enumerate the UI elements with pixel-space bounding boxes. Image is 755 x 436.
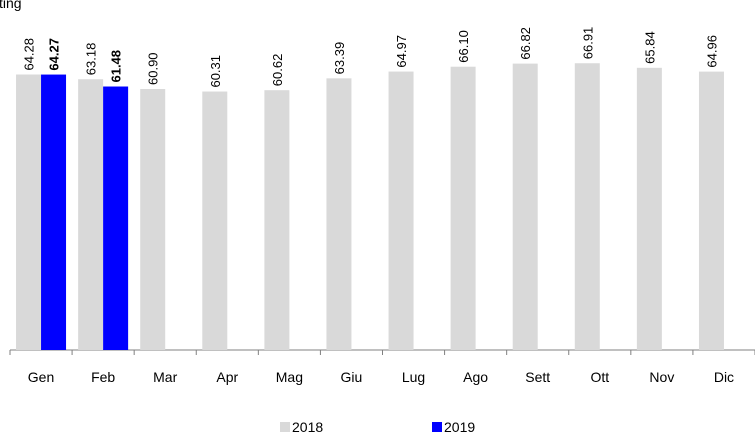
value-label: 66.82 [518,27,533,60]
x-tick-label: Giu [341,369,363,385]
value-label: 64.28 [22,38,37,71]
value-label: 63.18 [84,43,99,76]
legend-label: 2019 [444,419,475,435]
bar [512,63,538,350]
bar [264,90,290,350]
bar [16,74,42,350]
x-tick-label: Mag [276,369,303,385]
value-label: 60.31 [208,55,223,88]
x-tick-label: Nov [649,369,674,385]
value-label: 63.39 [332,42,347,75]
chart-title: sting [0,0,22,11]
x-tick-label: Gen [28,369,54,385]
value-label: 66.91 [580,27,595,60]
bar [636,67,662,350]
value-label: 66.10 [456,30,471,63]
x-tick-label: Apr [216,369,238,385]
value-label: 60.62 [270,54,285,87]
value-label: 60.90 [146,52,161,85]
value-label: 64.97 [394,35,409,68]
bar [202,91,228,351]
x-tick-label: Ago [463,369,488,385]
bar [103,86,129,350]
x-tick-label: Feb [91,369,115,385]
legend-swatch [280,422,290,432]
value-label: 64.27 [47,38,62,71]
value-label: 64.96 [704,35,719,68]
x-tick-label: Sett [525,369,550,385]
value-label: 61.48 [109,50,124,83]
x-tick-label: Dic [714,369,734,385]
value-label: 65.84 [642,31,657,64]
legend-label: 2018 [292,419,323,435]
x-tick-label: Lug [402,369,425,385]
bar [450,66,476,350]
bar [574,63,600,350]
bar [78,79,104,350]
x-tick-label: Mar [153,369,177,385]
x-tick-label: Ott [590,369,609,385]
bar [41,74,67,351]
bar [140,89,166,350]
bar [388,71,414,351]
bar [698,71,724,350]
legend-swatch [432,422,442,432]
bar [326,78,352,350]
